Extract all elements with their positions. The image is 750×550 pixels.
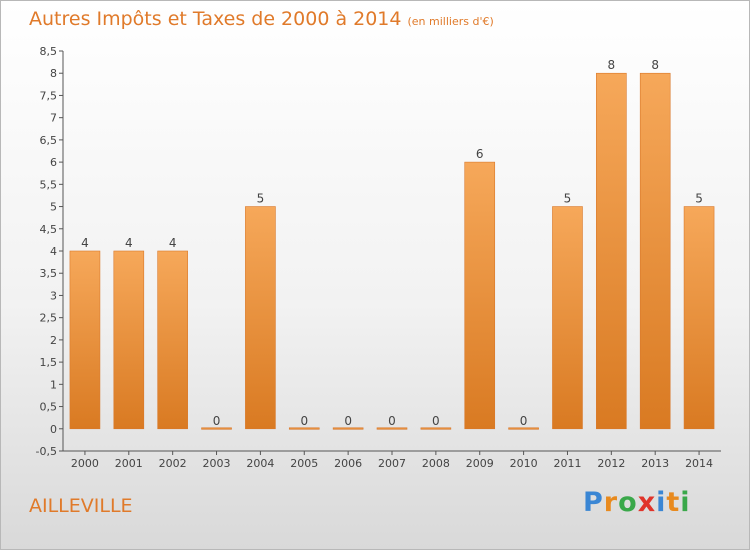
y-tick-label: 5,5 [40, 178, 58, 191]
data-label-2010: 0 [520, 414, 528, 428]
x-tick-label-2012: 2012 [597, 457, 625, 470]
y-tick-label: 7 [50, 112, 57, 125]
bar-2011 [552, 206, 583, 430]
bar-2014 [683, 206, 715, 430]
x-tick-label-2003: 2003 [203, 457, 231, 470]
logo-letter: t [666, 487, 681, 518]
data-label-2006: 0 [344, 414, 352, 428]
data-label-2005: 0 [300, 414, 308, 428]
y-tick-label: 1 [50, 378, 57, 391]
chart-title-block: Autres Impôts et Taxes de 2000 à 2014 (en… [29, 8, 494, 30]
bar-2004 [245, 206, 276, 430]
y-tick-label: 5 [50, 201, 57, 214]
data-label-2004: 5 [257, 192, 265, 206]
x-tick-label-2010: 2010 [510, 457, 538, 470]
data-label-2008: 0 [432, 414, 440, 428]
y-tick-label: 4,5 [40, 223, 58, 236]
logo-letter: x [637, 487, 657, 518]
x-tick-label-2014: 2014 [685, 457, 713, 470]
data-label-2014: 5 [695, 192, 703, 206]
data-label-2013: 8 [651, 58, 659, 72]
x-tick-label-2006: 2006 [334, 457, 362, 470]
bar-2002 [157, 250, 188, 430]
logo-letter: P [583, 487, 604, 518]
bar-2012 [596, 72, 627, 430]
bar-chart: -0,5 0 0,5 1 1,5 2 2,5 3 3,5 4 4,5 5 5,5 6 6,5 7 7,5 8 8,5… [36, 45, 721, 470]
data-label-2003: 0 [213, 414, 221, 428]
data-labels: 4 4 4 0 5 0 0 0 0 6 0 5 8 8 5 [81, 58, 703, 428]
y-tick-label: 6 [50, 156, 57, 169]
chart-subtitle: (en milliers d'€) [407, 15, 494, 28]
commune-name: AILLEVILLE [29, 495, 133, 517]
y-tick-label: 0 [50, 423, 57, 436]
proxiti-logo: Proxiti [583, 487, 691, 518]
y-tick-label: 0,5 [40, 401, 58, 414]
x-tick-label-2002: 2002 [159, 457, 187, 470]
y-tick-label: 2,5 [40, 312, 58, 325]
x-tick-label-2005: 2005 [290, 457, 318, 470]
y-tick-label: 3,5 [40, 267, 58, 280]
y-tick-label: 8 [50, 67, 57, 80]
data-label-2000: 4 [81, 236, 89, 250]
x-tick-label-2001: 2001 [115, 457, 143, 470]
bar-2010 [508, 427, 539, 430]
logo-letter: o [618, 487, 638, 518]
y-tick-label: 8,5 [40, 45, 58, 58]
data-label-2012: 8 [608, 58, 616, 72]
data-label-2009: 6 [476, 147, 484, 161]
x-tick-label-2000: 2000 [71, 457, 99, 470]
bar-2009 [464, 161, 496, 430]
bar-2006 [332, 427, 364, 430]
logo-letter: i [656, 487, 667, 518]
data-label-2001: 4 [125, 236, 133, 250]
logo-letter: i [680, 487, 691, 518]
logo-letter: r [603, 487, 619, 518]
y-tick-label: 1,5 [40, 356, 58, 369]
y-tick-label: 2 [50, 334, 57, 347]
bar-2013 [639, 72, 671, 430]
bar-2005 [288, 427, 320, 430]
y-tick-label: 3 [50, 289, 57, 302]
y-tick-label: 7,5 [40, 89, 58, 102]
y-tick-label: 6,5 [40, 134, 58, 147]
x-tick-label-2007: 2007 [378, 457, 406, 470]
bars [69, 72, 715, 430]
bar-2007 [376, 427, 408, 430]
x-tick-label-2008: 2008 [422, 457, 450, 470]
bar-2000 [69, 250, 101, 430]
y-tick-label: -0,5 [36, 445, 57, 458]
bar-2008 [420, 427, 452, 430]
axes: -0,5 0 0,5 1 1,5 2 2,5 3 3,5 4 4,5 5 5,5 6 6,5 7 7,5 8 8,5… [36, 45, 721, 470]
data-label-2011: 5 [564, 192, 572, 206]
x-tick-label-2009: 2009 [466, 457, 494, 470]
x-tick-label-2004: 2004 [246, 457, 274, 470]
y-tick-label: 4 [50, 245, 57, 258]
x-tick-label-2013: 2013 [641, 457, 669, 470]
chart-title: Autres Impôts et Taxes de 2000 à 2014 [29, 8, 402, 30]
data-label-2002: 4 [169, 236, 177, 250]
x-tick-label-2011: 2011 [553, 457, 581, 470]
data-label-2007: 0 [388, 414, 396, 428]
bar-2003 [201, 427, 232, 430]
bar-2001 [113, 250, 145, 430]
